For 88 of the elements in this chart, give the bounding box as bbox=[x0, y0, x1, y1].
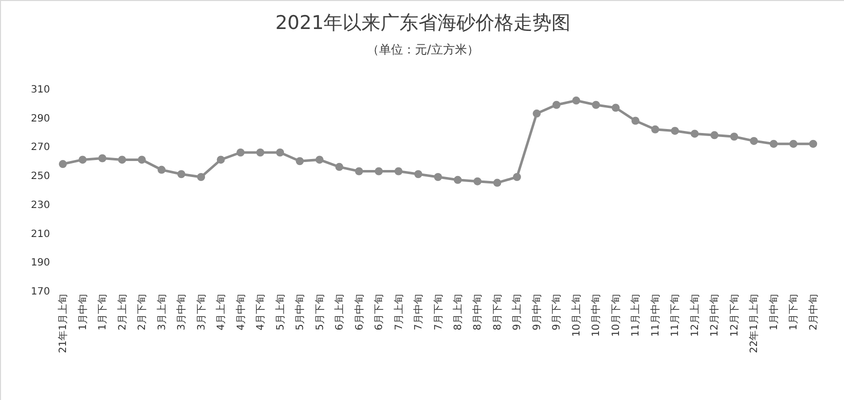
x-tick-label: 10月下旬 bbox=[610, 294, 622, 337]
x-tick-label: 3月下旬 bbox=[195, 294, 208, 330]
point bbox=[770, 140, 778, 148]
x-tick-label: 4月中旬 bbox=[234, 294, 247, 330]
x-tick-label: 8月中旬 bbox=[472, 294, 484, 330]
point bbox=[355, 167, 364, 176]
point bbox=[394, 167, 403, 176]
x-tick-label: 10月中旬 bbox=[590, 294, 602, 337]
point bbox=[512, 173, 521, 182]
point bbox=[532, 110, 541, 118]
point bbox=[493, 178, 502, 187]
chart-title: 2021年以来广东省海砂价格走势图 bbox=[275, 12, 571, 34]
point bbox=[809, 140, 818, 148]
chart-subtitle: （单位：元/立方米） bbox=[366, 42, 480, 57]
point bbox=[690, 130, 699, 138]
point bbox=[316, 156, 324, 164]
point bbox=[631, 116, 640, 125]
y-tick-label: 210 bbox=[30, 228, 50, 240]
point bbox=[276, 148, 284, 156]
x-tick-label: 11月下旬 bbox=[669, 294, 682, 337]
point bbox=[335, 162, 344, 171]
x-tick-label: 12月上旬 bbox=[688, 294, 701, 337]
point bbox=[434, 173, 442, 182]
point bbox=[216, 156, 225, 164]
point bbox=[98, 154, 106, 162]
x-tick-label: 5月下旬 bbox=[314, 294, 326, 330]
point bbox=[374, 167, 383, 176]
point bbox=[256, 148, 264, 156]
x-tick-label: 9月下旬 bbox=[550, 294, 563, 330]
x-tick-label: 12月下旬 bbox=[728, 294, 740, 337]
x-tick-label: 2月中旬 bbox=[807, 294, 820, 330]
x-tick-label: 21年1月上旬 bbox=[57, 294, 70, 354]
x-tick-label: 3月中旬 bbox=[176, 294, 188, 330]
x-tick-label: 11月中旬 bbox=[649, 294, 662, 337]
point bbox=[118, 156, 126, 164]
point bbox=[197, 173, 206, 182]
point bbox=[177, 170, 186, 178]
x-tick-label: 4月下旬 bbox=[254, 294, 267, 330]
point bbox=[789, 140, 798, 148]
x-tick-label: 3月上旬 bbox=[156, 294, 168, 330]
x-tick-label: 4月上旬 bbox=[215, 294, 228, 330]
x-tick-label: 11月上旬 bbox=[630, 294, 642, 337]
point bbox=[710, 131, 718, 140]
x-tick-label: 6月上旬 bbox=[334, 294, 346, 330]
point bbox=[138, 156, 146, 164]
y-tick-label: 190 bbox=[30, 258, 50, 269]
x-tick-label: 12月中旬 bbox=[708, 294, 721, 337]
y-tick-label: 310 bbox=[30, 84, 50, 96]
x-tick-label: 7月下旬 bbox=[432, 294, 444, 330]
x-tick-label: 9月上旬 bbox=[511, 294, 524, 330]
point bbox=[592, 100, 600, 109]
x-tick-label: 2月下旬 bbox=[136, 294, 148, 330]
point bbox=[414, 170, 422, 178]
y-tick-label: 270 bbox=[30, 142, 50, 154]
point bbox=[296, 157, 304, 166]
x-tick-label: 22年1月上旬 bbox=[748, 294, 760, 354]
point bbox=[572, 96, 580, 105]
y-tick-label: 250 bbox=[30, 171, 50, 182]
x-tick-label: 5月中旬 bbox=[294, 294, 306, 330]
point bbox=[78, 156, 87, 164]
y-tick-label: 290 bbox=[30, 113, 50, 124]
y-tick-label: 230 bbox=[30, 200, 50, 211]
x-tick-label: 1月下旬 bbox=[96, 294, 109, 330]
x-tick-label: 6月下旬 bbox=[373, 294, 386, 330]
point bbox=[651, 125, 660, 134]
x-tick-label: 6月中旬 bbox=[353, 294, 366, 330]
x-tick-label: 2月上旬 bbox=[116, 294, 128, 330]
point bbox=[473, 177, 482, 186]
point bbox=[750, 136, 758, 145]
point bbox=[454, 176, 462, 184]
point bbox=[670, 126, 679, 135]
point bbox=[158, 166, 166, 174]
x-tick-label: 9月中旬 bbox=[530, 294, 543, 330]
x-tick-label: 7月中旬 bbox=[412, 294, 425, 330]
x-tick-label: 8月下旬 bbox=[491, 294, 504, 330]
x-tick-label: 1月下旬 bbox=[788, 294, 800, 330]
point bbox=[612, 104, 620, 112]
x-tick-label: 1月中旬 bbox=[76, 294, 89, 330]
point bbox=[236, 148, 245, 156]
x-tick-label: 10月上旬 bbox=[570, 294, 582, 337]
x-tick-label: 1月中旬 bbox=[768, 294, 780, 330]
point bbox=[58, 160, 67, 168]
x-tick-label: 8月上旬 bbox=[452, 294, 464, 330]
point bbox=[730, 132, 738, 141]
y-tick-label: 170 bbox=[30, 286, 50, 298]
point bbox=[552, 100, 560, 109]
x-tick-label: 7月上旬 bbox=[392, 294, 405, 330]
x-tick-label: 5月上旬 bbox=[274, 294, 286, 330]
